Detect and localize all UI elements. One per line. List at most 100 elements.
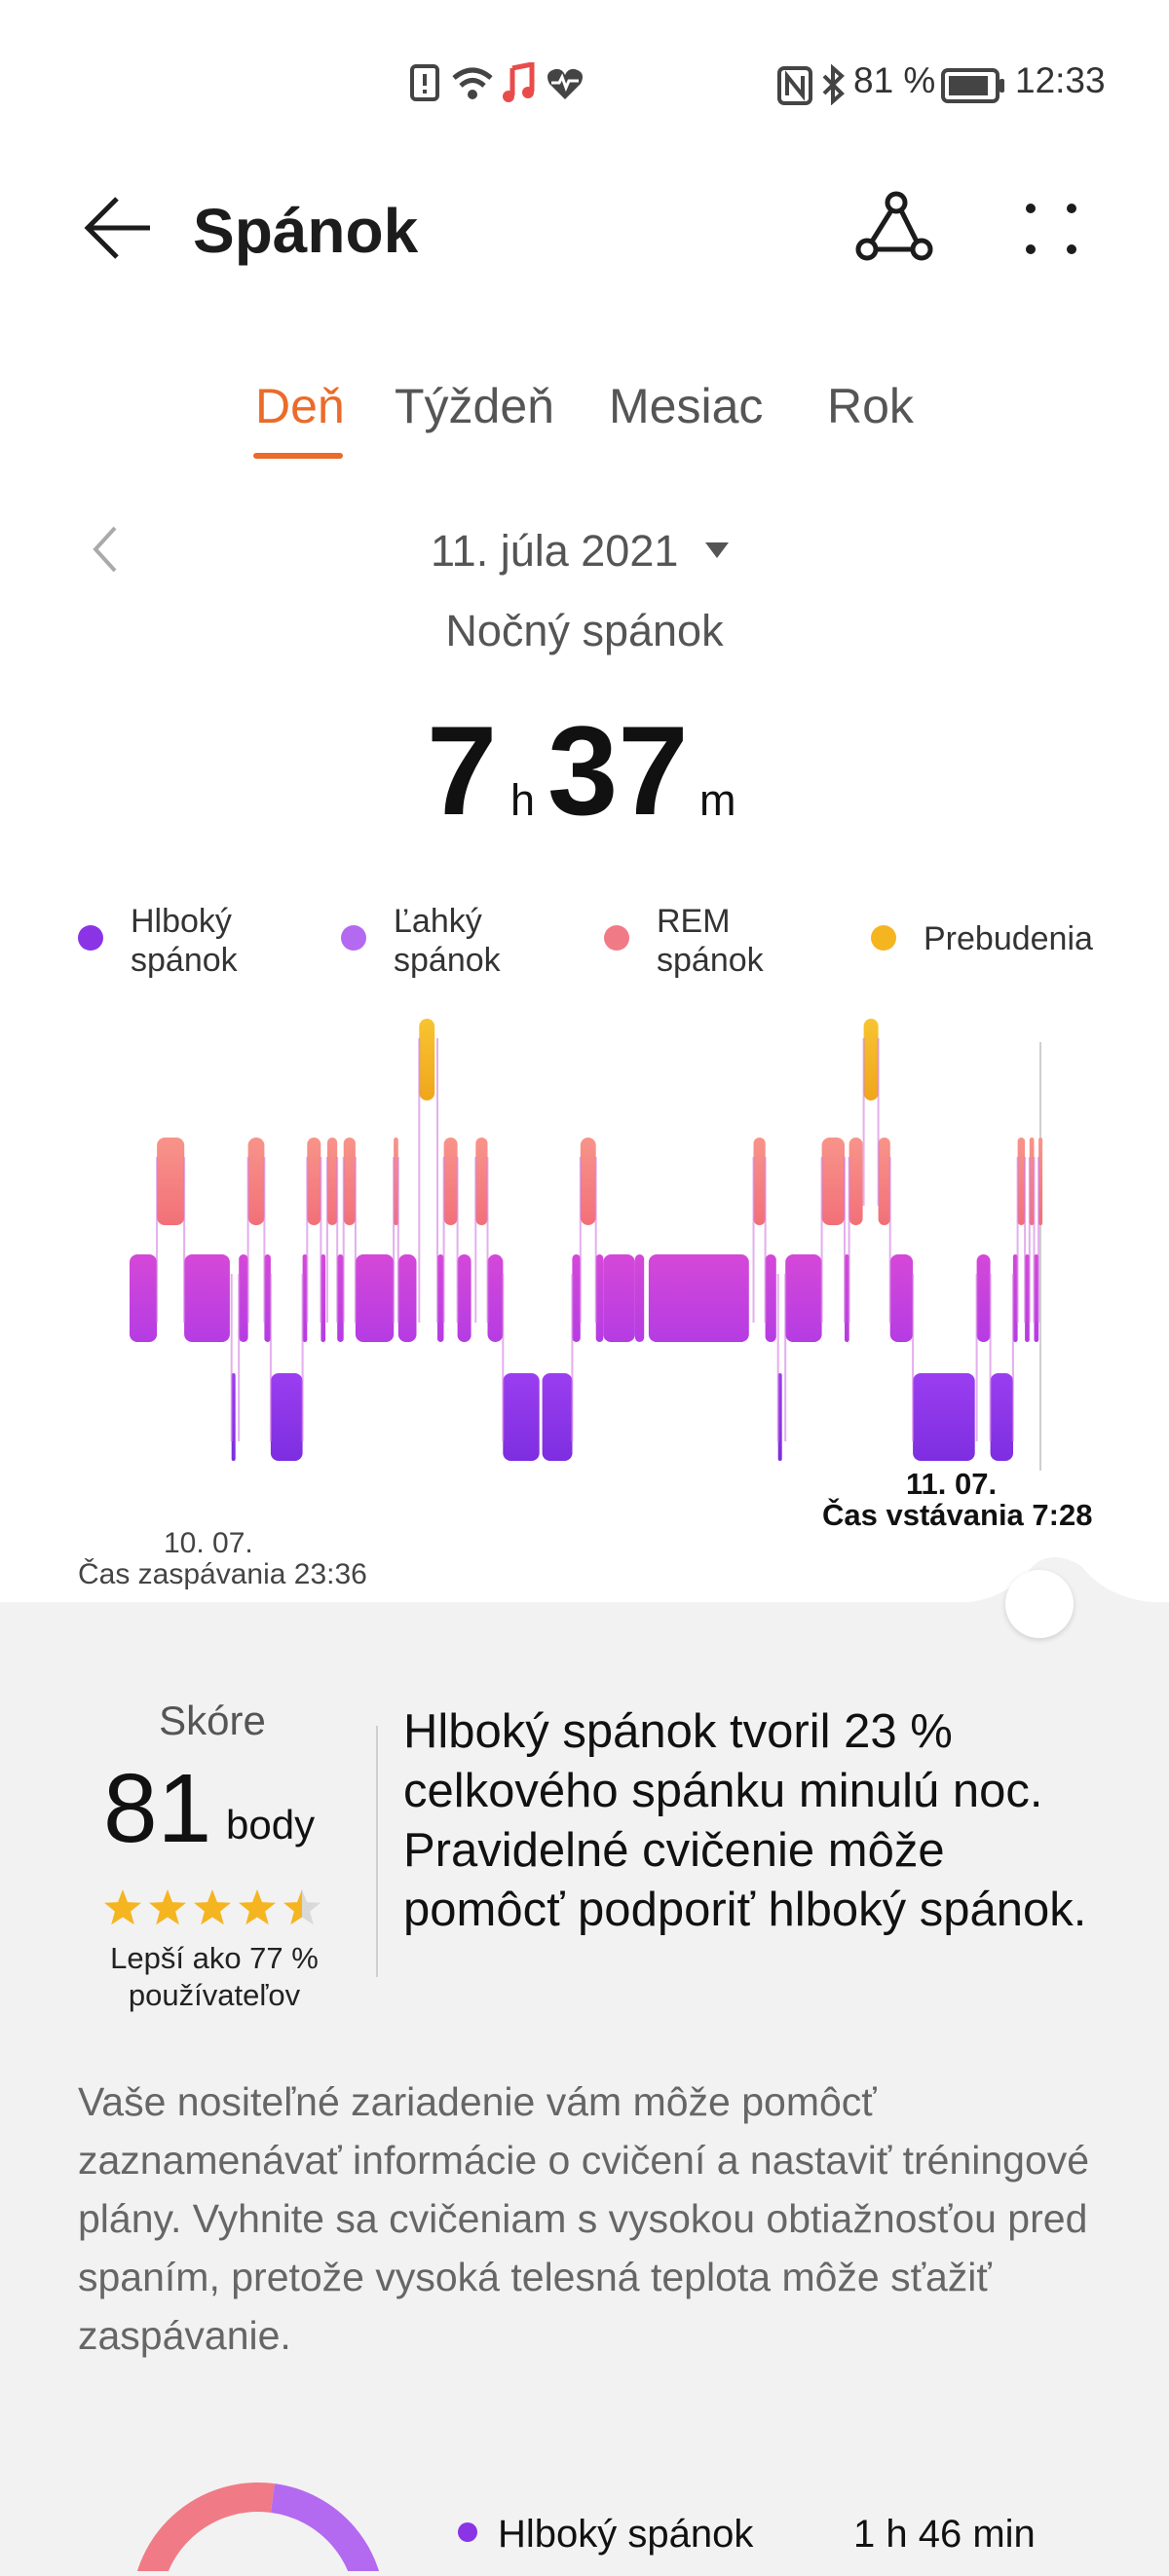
- legend-light-label: Ľahký spánok: [394, 903, 501, 979]
- stage-transition: [579, 1157, 582, 1323]
- sleep-segment-light: [1025, 1254, 1030, 1342]
- star-icon: [194, 1889, 231, 1925]
- breakdown-deep-label: Hlboký spánok: [498, 2513, 754, 2556]
- status-bar: 81 % 12:33: [0, 0, 1169, 156]
- previous-day-icon[interactable]: [86, 522, 125, 577]
- stage-transition: [230, 1274, 233, 1441]
- stage-transition: [1016, 1157, 1019, 1323]
- star-icon: [149, 1889, 186, 1925]
- sleep-segment-deep: [990, 1373, 1013, 1461]
- stage-transition: [418, 1038, 421, 1323]
- active-tab-indicator: [253, 453, 343, 459]
- wifi-icon: [452, 67, 493, 99]
- stage-transition: [776, 1274, 779, 1441]
- score-stars: [104, 1889, 321, 1925]
- sleep-segment-awake: [863, 1019, 879, 1101]
- sleep-segment-light: [457, 1254, 471, 1342]
- sleep-segment-deep: [270, 1373, 303, 1461]
- stage-transition: [396, 1157, 399, 1323]
- sleep-segment-light: [239, 1254, 248, 1342]
- stage-transition: [848, 1157, 850, 1323]
- sleep-segment-deep: [542, 1373, 573, 1461]
- stage-transition: [764, 1157, 767, 1323]
- battery-percent: 81 %: [853, 60, 936, 100]
- clock: 12:33: [1015, 60, 1106, 100]
- tab-week[interactable]: Týždeň: [395, 379, 554, 433]
- sleep-segment-light: [765, 1254, 776, 1342]
- star-icon: [239, 1889, 276, 1925]
- date-selector[interactable]: 11. júla 2021: [431, 526, 679, 576]
- legend-awake-label: Prebudenia: [924, 920, 1093, 957]
- sleep-segment-rem: [157, 1138, 185, 1225]
- sleep-segment-light: [785, 1254, 822, 1342]
- stage-transition: [474, 1157, 477, 1323]
- sleep-segment-light: [337, 1254, 344, 1342]
- breakdown-deep-value: 1 h 46 min: [853, 2513, 1036, 2556]
- sleep-segment-rem: [307, 1138, 321, 1225]
- stage-transition: [820, 1157, 823, 1323]
- sleep-segment-rem: [580, 1138, 596, 1225]
- sleep-segment-light: [184, 1254, 230, 1342]
- stage-transition: [486, 1157, 489, 1323]
- sleep-segment-light: [302, 1254, 308, 1342]
- sleep-segment-light: [648, 1254, 749, 1342]
- legend-deep-dot: [78, 925, 103, 951]
- sleep-segment-rem: [753, 1138, 766, 1225]
- sleep-segment-rem: [394, 1138, 398, 1225]
- tab-year[interactable]: Rok: [827, 379, 914, 433]
- stage-transition: [1024, 1157, 1027, 1323]
- chart-scrubber-handle[interactable]: [1005, 1570, 1074, 1638]
- sleep-segment-rem: [475, 1138, 488, 1225]
- tab-month[interactable]: Mesiac: [609, 379, 764, 433]
- sleep-segment-deep: [503, 1373, 540, 1461]
- sleep-segment-light: [603, 1254, 635, 1342]
- sleep-segment-rem: [1029, 1138, 1035, 1225]
- sleep-segment-light: [437, 1254, 444, 1342]
- chart-start-date: 10. 07.: [164, 1527, 253, 1559]
- page-title: Spánok: [193, 196, 419, 266]
- score-unit: body: [226, 1802, 316, 1848]
- sleep-segment-rem: [247, 1138, 265, 1225]
- chart-end-date: 11. 07.: [906, 1467, 998, 1501]
- stage-transition: [342, 1157, 345, 1323]
- sleep-segment-light: [595, 1254, 604, 1342]
- battery-icon: [941, 68, 1004, 103]
- star-icon: [104, 1889, 141, 1925]
- duration-minutes-unit: m: [699, 775, 736, 825]
- legend-rem-label: REM spánok: [657, 903, 764, 979]
- stage-transition: [877, 1038, 880, 1206]
- score-value: 81: [103, 1754, 212, 1863]
- sleep-segment-light: [1012, 1254, 1018, 1342]
- sleep-segment-light: [845, 1254, 849, 1342]
- back-arrow-icon[interactable]: [82, 195, 152, 261]
- duration-hours-unit: h: [510, 775, 536, 825]
- legend-awake-dot: [871, 925, 896, 951]
- legend-rem-dot: [604, 925, 629, 951]
- more-icon[interactable]: [1023, 201, 1079, 257]
- details-panel: [0, 1602, 1169, 2576]
- chart-start-label: Čas zaspávania 23:36: [78, 1558, 367, 1590]
- stage-transition: [502, 1274, 505, 1441]
- chart-end-marker: [1039, 1042, 1041, 1471]
- sleep-segment-rem: [821, 1138, 845, 1225]
- tab-day[interactable]: Deň: [255, 379, 345, 433]
- star-icon: [283, 1889, 321, 1925]
- sleep-stage-chart[interactable]: [0, 1003, 1169, 1510]
- sleep-segment-light: [130, 1254, 158, 1342]
- stage-transition: [442, 1157, 445, 1323]
- stage-transition: [306, 1157, 309, 1323]
- percentile-text: Lepší ako 77 % používateľov: [110, 1941, 319, 2012]
- stage-transition: [975, 1274, 978, 1441]
- stage-transition: [594, 1157, 597, 1323]
- chart-end-label: Čas vstávania 7:28: [822, 1498, 1093, 1532]
- share-icon[interactable]: [853, 189, 935, 267]
- stage-transition: [1033, 1157, 1036, 1323]
- dropdown-caret-icon[interactable]: [703, 541, 731, 560]
- sleep-segment-rem: [848, 1138, 863, 1225]
- sleep-segment-awake: [419, 1019, 435, 1101]
- sleep-segment-light: [355, 1254, 395, 1342]
- sleep-segment-light: [321, 1254, 326, 1342]
- stage-transition: [571, 1274, 574, 1441]
- music-icon: [503, 62, 535, 102]
- sleep-segment-light: [634, 1254, 645, 1342]
